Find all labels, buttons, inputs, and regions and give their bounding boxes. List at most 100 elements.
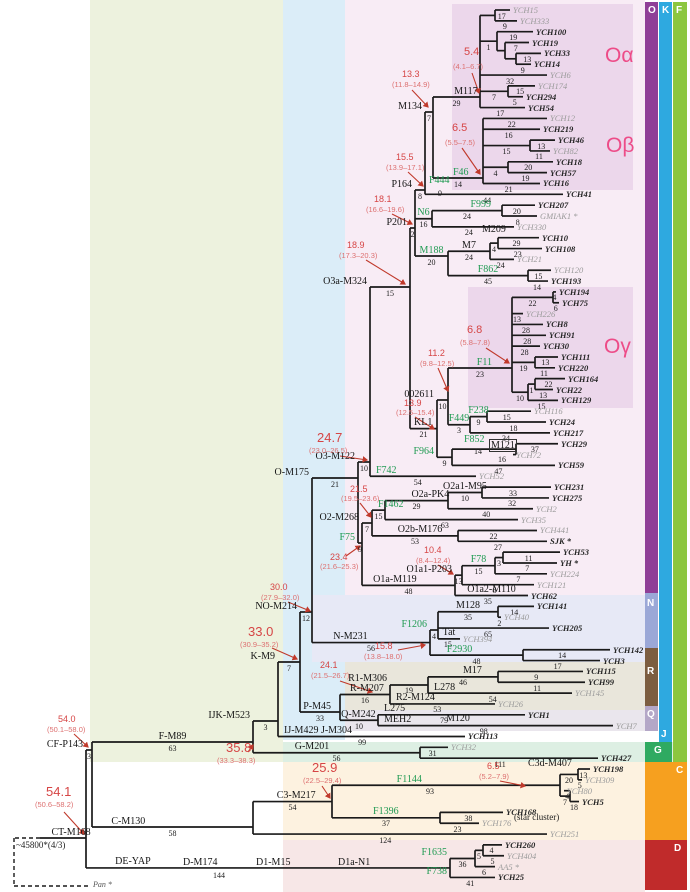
- age-annotation: 6.5: [452, 122, 468, 134]
- support-value: 22: [489, 531, 498, 541]
- marker-label: O2-M268: [319, 511, 359, 523]
- support-value: 29: [452, 98, 461, 108]
- leaf-label: YCH24: [549, 417, 575, 428]
- leaf-label: YCH226: [526, 308, 556, 319]
- marker-label: F1206: [401, 618, 427, 630]
- haplogroup-bar-J: [659, 731, 672, 742]
- support-value: 1: [486, 42, 491, 52]
- marker-label: C3d-M407: [528, 758, 572, 769]
- support-value: 10: [360, 463, 368, 473]
- support-value: 7: [525, 564, 530, 574]
- marker-label: M188: [419, 244, 444, 256]
- support-value: 4: [492, 244, 496, 254]
- support-value: 13: [512, 315, 521, 325]
- support-value: 4: [565, 792, 570, 802]
- leaf-label: YCH30: [543, 341, 569, 352]
- support-value: 98: [479, 727, 488, 737]
- support-value: 54: [488, 694, 497, 704]
- support-value: 44: [483, 195, 492, 205]
- marker-label: F2930: [446, 643, 473, 655]
- marker-label: F742: [376, 464, 397, 476]
- support-value: 18: [509, 423, 518, 433]
- support-value: 10: [355, 721, 363, 731]
- leaf-label: YCH108: [545, 243, 576, 254]
- support-value: 7: [563, 797, 567, 807]
- support-value: 15: [386, 288, 394, 298]
- support-value: 23: [476, 369, 484, 379]
- leaf-label: YCH115: [586, 666, 616, 677]
- support-value: 24: [464, 228, 473, 238]
- support-value: 9: [476, 418, 481, 428]
- support-value: 22: [544, 380, 553, 390]
- support-value: 65: [483, 629, 492, 639]
- region-R-background: [345, 662, 645, 710]
- marker-label: M7: [462, 239, 476, 251]
- support-value: 2: [410, 229, 415, 239]
- support-value: 16: [361, 695, 369, 705]
- region-C-background: [283, 762, 645, 840]
- support-value: 54: [288, 803, 297, 813]
- support-value: 19: [509, 33, 518, 43]
- region-G-background: [283, 742, 687, 762]
- age-annotation: 35.8: [226, 740, 252, 755]
- support-value: 28: [521, 325, 530, 335]
- age-annotation: 24.7: [317, 430, 343, 445]
- leaf-label: YCH25: [498, 872, 524, 883]
- age-confidence-interval: (5.2–7.9): [479, 772, 510, 781]
- marker-label: CT-M168: [51, 826, 91, 838]
- leaf-label: YCH26: [498, 698, 524, 709]
- support-value: 13: [539, 391, 548, 400]
- support-value: 17: [496, 109, 505, 119]
- leaf-label: YCH394: [463, 633, 493, 644]
- support-value: 22: [507, 119, 516, 129]
- support-value: 47: [494, 466, 503, 476]
- marker-label: IJK-M523: [208, 709, 250, 721]
- leaf-label: YCH12: [550, 113, 576, 124]
- support-value: 53: [411, 537, 419, 547]
- support-value: 14: [558, 651, 567, 661]
- clade-greek-label: Oα: [605, 44, 634, 67]
- marker-label: P201: [386, 216, 407, 228]
- marker-label: Q-M242: [341, 708, 376, 720]
- support-value: 7: [287, 663, 291, 673]
- age-confidence-interval: (5.5–7.5): [445, 138, 476, 147]
- marker-label: G-M201: [294, 741, 330, 753]
- age-annotation: 18.9: [347, 240, 365, 250]
- leaf-label: YCH53: [563, 547, 589, 558]
- region-F-background: [90, 0, 283, 762]
- marker-label: F444: [429, 175, 450, 186]
- leaf-label: YCH193: [551, 276, 582, 287]
- support-value: 17: [553, 662, 562, 672]
- haplogroup-bar-K: [659, 2, 672, 731]
- leaf-label: YCH7: [616, 720, 637, 731]
- marker-label: O2b-M176: [397, 524, 443, 536]
- marker-label: F11: [476, 356, 492, 368]
- support-value: 19: [405, 686, 413, 696]
- leaf-label: YCH82: [553, 145, 579, 156]
- support-value: 37: [530, 445, 539, 455]
- leaf-label: YCH120: [554, 265, 584, 276]
- support-value: 3: [497, 559, 501, 569]
- marker-label: C3-M217: [276, 790, 316, 802]
- haplogroup-letter-D: D: [674, 843, 682, 854]
- support-value: 17: [497, 11, 506, 21]
- age-confidence-interval: (21.6–25.3): [320, 562, 359, 571]
- leaf-label: YH *: [560, 557, 579, 568]
- age-confidence-interval: (33.3–38.3): [217, 756, 256, 765]
- haplogroup-bar-R: [645, 648, 658, 706]
- leaf-label: AA5 *: [498, 861, 520, 872]
- support-value: 7: [492, 92, 496, 102]
- support-value: 34: [502, 434, 510, 444]
- support-value: 9: [442, 458, 447, 468]
- leaf-label: YCH207: [538, 200, 569, 211]
- marker-label: M121: [489, 439, 517, 452]
- leaf-label: YCH5: [582, 796, 604, 807]
- marker-label: F46: [453, 166, 469, 178]
- marker-label: O2a1-M95: [443, 481, 487, 492]
- support-value: 21: [331, 479, 339, 489]
- leaf-label: YCH19: [532, 37, 558, 48]
- marker-label: P-M45: [303, 700, 331, 712]
- haplogroup-bar-C: [645, 762, 687, 840]
- age-confidence-interval: (50.6–58.2): [35, 800, 74, 809]
